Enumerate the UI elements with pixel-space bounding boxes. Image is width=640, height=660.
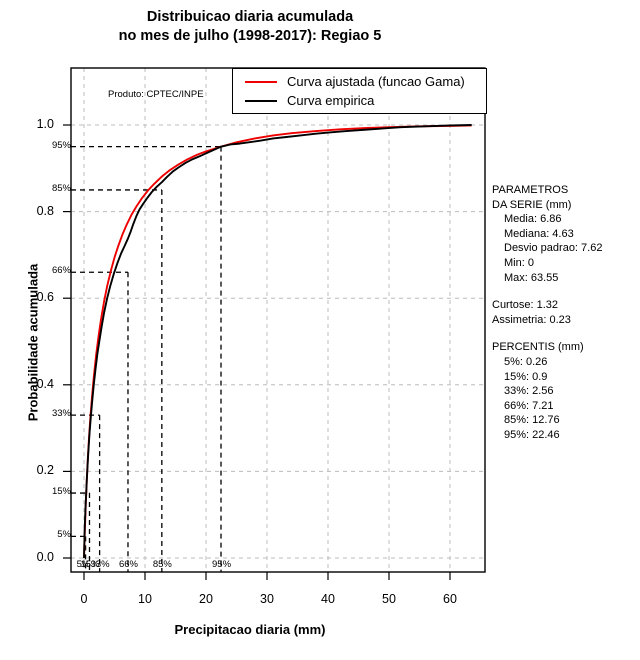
- percentile-left-label: 95%: [51, 139, 71, 151]
- x-tick-label: 20: [199, 592, 213, 606]
- y-tick-label: 0.2: [36, 463, 54, 478]
- stat-min: Min: 0: [504, 256, 534, 269]
- legend-label-empirical: Curva empirica: [287, 93, 375, 108]
- percentile-bottom-label: 15%: [80, 559, 100, 570]
- percentile-left-label: 66%: [51, 265, 71, 277]
- series-curves: [83, 124, 472, 559]
- parametros-heading-line2: DA SERIE (mm): [492, 198, 572, 211]
- percentile-left-label: 33%: [51, 408, 71, 420]
- percentil-15: 15%: 0.9: [504, 370, 548, 383]
- curve-fitted-gamma: [83, 124, 472, 559]
- percentil-5: 5%: 0.26: [504, 355, 548, 368]
- stats-spacer-1: [492, 285, 640, 298]
- percentil-33: 33%: 2.56: [504, 385, 554, 398]
- percentile-left-label: 85%: [51, 182, 71, 194]
- statistics-panel: PARAMETROS DA SERIE (mm) Media: 6.86 Med…: [492, 183, 640, 443]
- y-tick-label: 0.4: [36, 376, 54, 391]
- stat-mediana: Mediana: 4.63: [504, 227, 574, 240]
- x-tick-label: 0: [80, 592, 88, 606]
- legend-line-swatch-empirical: [245, 99, 277, 102]
- chart-title: Distribuicao diaria acumulada no mes de …: [0, 8, 500, 46]
- parametros-heading-line1: PARAMETROS: [492, 184, 569, 196]
- stats-spacer-2: [492, 327, 640, 340]
- stat-desvio-padrao: Desvio padrao: 7.62: [504, 242, 603, 255]
- x-axis-title: Precipitacao diaria (mm): [174, 622, 326, 637]
- percentile-guidelines: [71, 145, 222, 572]
- legend-item-empirical: Curva empirica: [233, 91, 486, 110]
- stat-curtose: Curtose: 1.32: [492, 299, 559, 312]
- percentil-95: 95%: 22.46: [504, 428, 560, 441]
- stat-max: Max: 63.55: [504, 271, 559, 284]
- percentile-left-label: 15%: [51, 486, 71, 498]
- produto-annotation: Produto: CPTEC/INPE: [108, 89, 204, 100]
- chart-title-line2: no mes de julho (1998-2017): Regiao 5: [118, 28, 382, 44]
- x-tick-label: 50: [382, 592, 396, 606]
- gridlines: [71, 68, 485, 572]
- percentil-85: 85%: 12.76: [504, 414, 560, 427]
- percentile-bottom-label: 5%: [76, 559, 91, 570]
- percentile-bottom-label: 85%: [152, 559, 172, 570]
- percentile-bottom-label: 95%: [212, 559, 232, 570]
- stat-assimetria: Assimetria: 0.23: [492, 313, 571, 326]
- x-tick-label: 40: [321, 592, 335, 606]
- percentile-left-label: 5%: [57, 529, 71, 541]
- y-tick-label: 0.0: [36, 550, 54, 564]
- legend-item-fitted: Curva ajustada (funcao Gama): [233, 72, 486, 91]
- legend-label-fitted: Curva ajustada (funcao Gama): [287, 74, 465, 89]
- legend-line-swatch-fitted: [245, 80, 277, 83]
- percentis-heading: PERCENTIS (mm): [492, 341, 584, 354]
- x-tick-label: 30: [260, 592, 274, 606]
- x-tick-label: 10: [138, 592, 152, 606]
- axis-ticks: [63, 124, 451, 580]
- chart-title-line1: Distribuicao diaria acumulada: [146, 9, 354, 25]
- percentile-bottom-label: 33%: [90, 559, 110, 570]
- stat-media: Media: 6.86: [504, 213, 562, 226]
- percentile-bottom-label: 66%: [118, 559, 138, 570]
- percentil-66: 66%: 7.21: [504, 399, 554, 412]
- y-tick-label: 0.6: [36, 290, 54, 305]
- legend: Curva ajustada (funcao Gama) Curva empir…: [232, 68, 487, 114]
- y-tick-label: 0.8: [36, 203, 54, 218]
- curve-empirical: [83, 124, 472, 559]
- y-tick-label: 1.0: [36, 117, 54, 131]
- x-tick-label: 60: [443, 592, 457, 606]
- y-axis-title: Probabilidade acumulada: [25, 263, 41, 422]
